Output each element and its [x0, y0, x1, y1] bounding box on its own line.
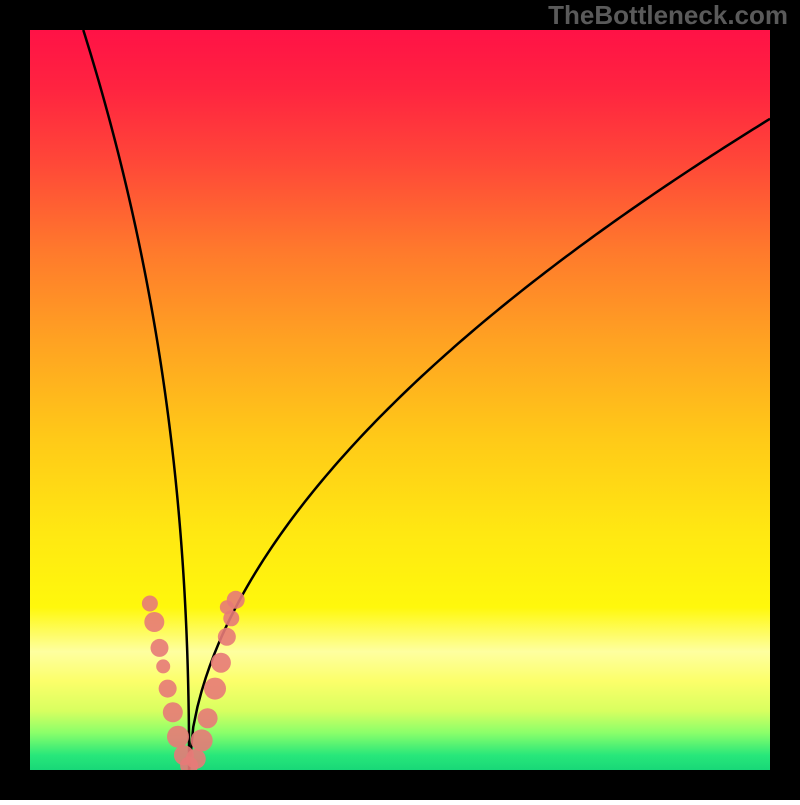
data-point — [144, 612, 164, 632]
data-point — [151, 639, 169, 657]
data-point — [159, 680, 177, 698]
data-point — [198, 708, 218, 728]
data-point — [191, 729, 213, 751]
chart-container: TheBottleneck.com — [0, 0, 800, 800]
data-point — [163, 702, 183, 722]
data-point — [211, 653, 231, 673]
data-point — [142, 596, 158, 612]
gradient-background — [30, 30, 770, 770]
watermark-text: TheBottleneck.com — [548, 0, 788, 30]
data-point — [186, 749, 206, 769]
bottleneck-chart: TheBottleneck.com — [0, 0, 800, 800]
data-point — [156, 659, 170, 673]
data-point — [220, 600, 234, 614]
data-point — [204, 678, 226, 700]
data-point — [167, 726, 189, 748]
data-point — [218, 628, 236, 646]
